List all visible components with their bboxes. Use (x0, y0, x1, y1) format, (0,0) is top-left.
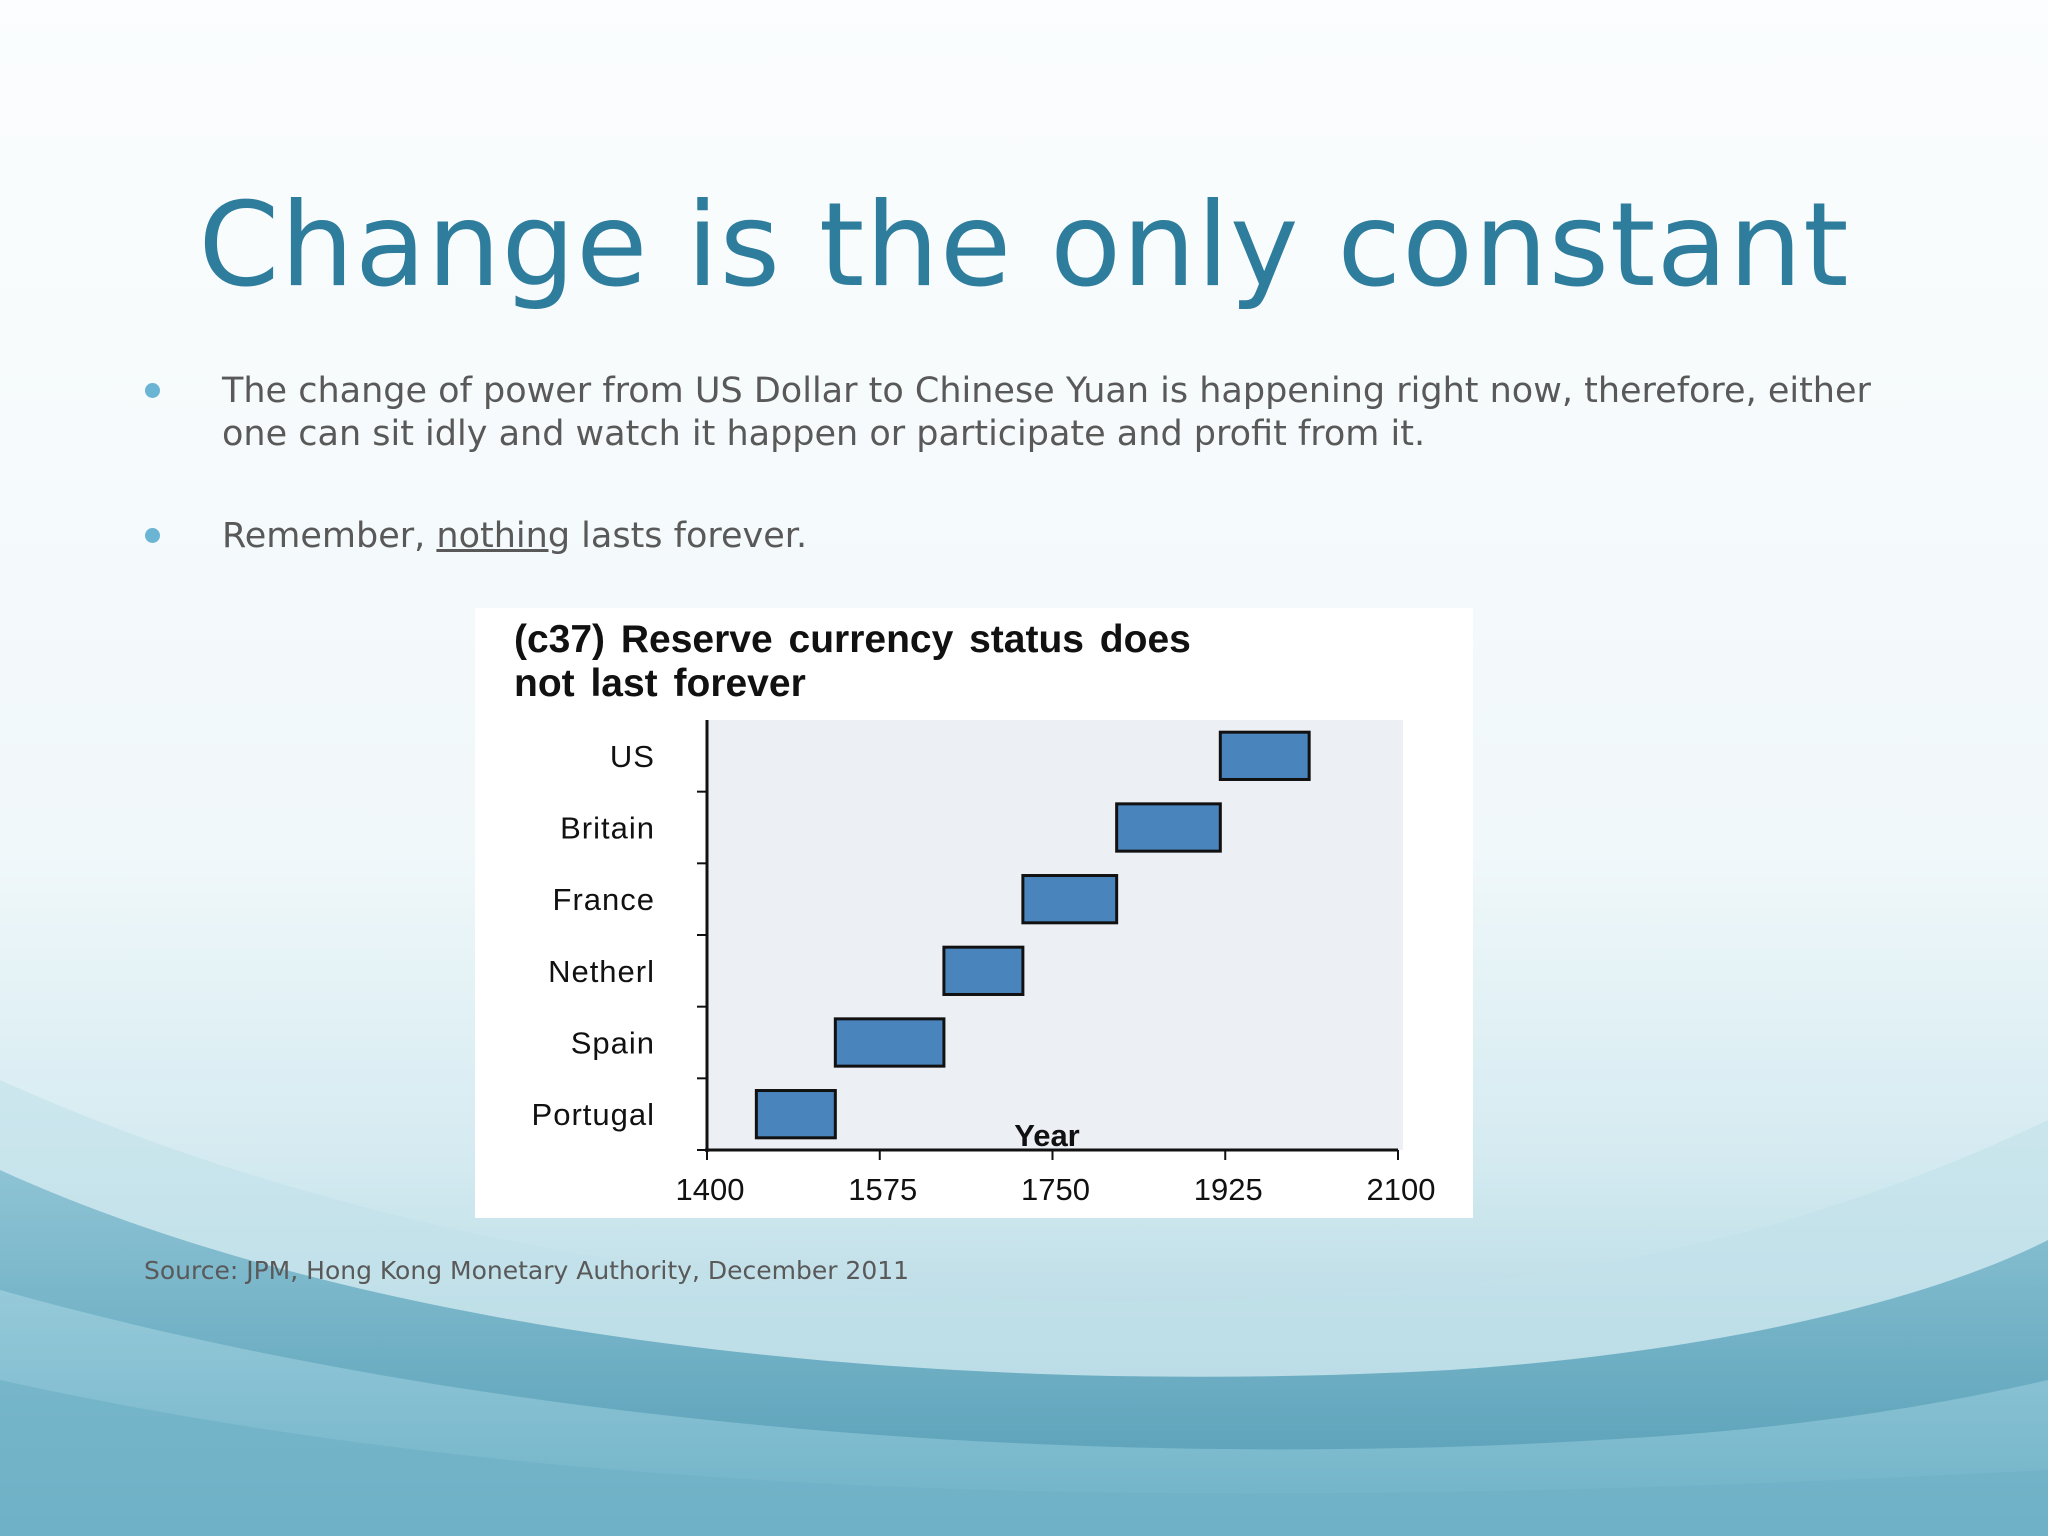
bullet-item-2: Remember, nothing lasts forever. (145, 516, 1885, 578)
plot-area (707, 720, 1403, 1150)
x-tick-label: 1925 (1194, 1172, 1263, 1207)
bullet-text-2-underlined: nothing (436, 516, 571, 556)
bar-us (1218, 730, 1311, 781)
x-tick-label: 2100 (1367, 1172, 1436, 1207)
y-tick-label: Britain (560, 811, 655, 846)
chart-image: (c37) Reserve currency status does not l… (475, 608, 1473, 1218)
chart-plot: US Britain France Netherl Spain Portugal 1400 1… (532, 720, 1436, 1207)
x-axis-label: Year (1014, 1118, 1080, 1153)
bullet-text-2: Remember, nothing lasts forever. (222, 515, 1885, 558)
bullet-item-1: The change of power from US Dollar to Ch… (145, 371, 1885, 467)
y-tick-label: US (610, 739, 655, 774)
y-tick-label: Spain (571, 1026, 655, 1061)
y-tick-label: Netherl (548, 954, 655, 989)
chart-title: (c37) Reserve currency status does not l… (514, 618, 1414, 706)
source-note: Source: JPM, Hong Kong Monetary Authorit… (144, 1256, 910, 1285)
bar-france (1021, 874, 1119, 925)
x-tick-label: 1575 (848, 1172, 917, 1207)
bar-netherl (942, 945, 1025, 996)
bullet-text-2-after: lasts forever. (570, 516, 808, 556)
bullet-dot-icon (145, 528, 160, 543)
x-tick-label: 1750 (1021, 1172, 1090, 1207)
y-tick-label: Portugal (532, 1097, 655, 1132)
bar-portugal (754, 1089, 837, 1140)
chart-title-line-2: not last forever (514, 662, 806, 705)
y-tick-label: France (553, 882, 655, 917)
bar-britain (1115, 802, 1222, 853)
x-tick-label: 1400 (676, 1172, 745, 1207)
chart-title-line-1: (c37) Reserve currency status does (514, 618, 1191, 661)
slide-title: Change is the only constant (198, 178, 1850, 313)
bar-spain (833, 1017, 946, 1068)
bullet-text-1: The change of power from US Dollar to Ch… (222, 371, 1871, 454)
bullet-dot-icon (145, 383, 160, 398)
bullet-text-2-before: Remember, (222, 516, 437, 556)
